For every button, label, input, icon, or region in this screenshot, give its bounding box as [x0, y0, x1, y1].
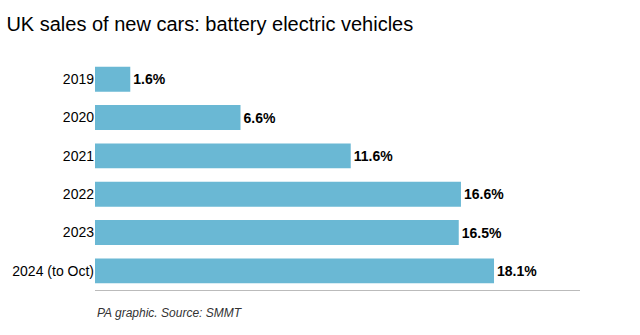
svg-text:2022: 2022 — [63, 186, 94, 202]
svg-text:1.6%: 1.6% — [133, 71, 165, 87]
svg-text:2023: 2023 — [63, 224, 94, 240]
svg-text:UK sales of new cars: battery: UK sales of new cars: battery electric v… — [6, 13, 413, 35]
svg-text:2019: 2019 — [63, 71, 94, 87]
svg-text:18.1%: 18.1% — [497, 263, 537, 279]
svg-text:16.5%: 16.5% — [462, 225, 502, 241]
svg-text:2021: 2021 — [63, 148, 94, 164]
svg-text:6.6%: 6.6% — [244, 110, 276, 126]
svg-text:11.6%: 11.6% — [354, 148, 393, 164]
svg-text:PA graphic. Source: SMMT: PA graphic. Source: SMMT — [97, 306, 243, 320]
svg-text:2020: 2020 — [63, 109, 94, 125]
svg-text:2024 (to Oct): 2024 (to Oct) — [12, 263, 94, 279]
svg-text:16.6%: 16.6% — [464, 186, 504, 202]
